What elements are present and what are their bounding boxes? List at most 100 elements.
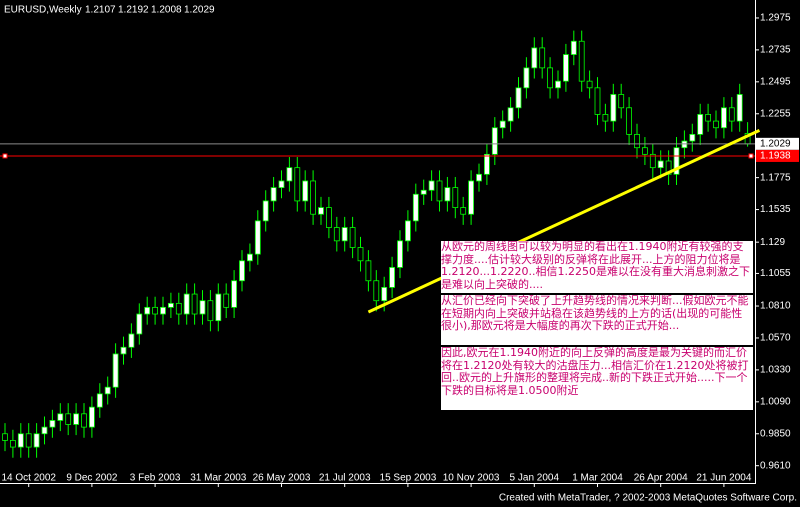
candle-body (681, 140, 688, 149)
candle-body (223, 293, 230, 308)
x-tick-label: 21 Jun 2004 (696, 473, 751, 484)
candle-body (618, 94, 625, 109)
x-tick-label: 5 Jan 2004 (510, 473, 560, 484)
candle-body (499, 120, 506, 129)
candle-body (736, 94, 743, 122)
candle-body (610, 94, 617, 122)
candle-body (294, 167, 301, 202)
candle-body (136, 313, 143, 335)
candle-body (673, 147, 680, 175)
y-tick-label: 1.0570 (760, 333, 791, 344)
candle-body (239, 260, 245, 282)
trendline (367, 129, 761, 314)
price-label-box (756, 137, 799, 150)
candle-body (531, 47, 538, 69)
candle-body (49, 420, 56, 428)
candle-body (404, 220, 411, 242)
level-marker (748, 153, 754, 159)
x-tick-label: 14 Oct 2002 (1, 473, 56, 484)
candle-body (65, 413, 72, 425)
candle-body (602, 114, 609, 122)
candle-body (713, 120, 719, 129)
candle-body (563, 54, 569, 82)
y-tick-label: 1.0330 (760, 365, 791, 376)
x-tick-label: 26 Apr 2004 (634, 473, 688, 484)
candle-body (594, 87, 601, 115)
candle-body (452, 187, 459, 208)
candle-body (302, 180, 309, 202)
candle-body (333, 227, 340, 242)
y-tick-label: 0.9610 (760, 460, 791, 471)
candle-body (705, 114, 711, 122)
candle-body (642, 147, 648, 155)
level-marker (2, 153, 8, 159)
candle-body (491, 127, 498, 155)
y-tick-label: 1.2975 (760, 13, 791, 24)
candle-body (160, 306, 166, 315)
candle-body (128, 333, 135, 348)
x-tick-label: 3 Feb 2003 (130, 473, 181, 484)
y-tick-label: 1.2735 (760, 45, 791, 56)
level-label-box (756, 149, 799, 162)
candle-body (167, 302, 174, 308)
candle-body (507, 107, 514, 122)
candle-body (73, 413, 79, 425)
candle-body (349, 227, 356, 248)
y-tick-label: 1.1535 (760, 204, 791, 215)
candle-body (286, 167, 293, 182)
candle-body (689, 133, 696, 142)
candle-body (728, 107, 735, 122)
candle-body (381, 287, 388, 302)
candle-body (476, 173, 482, 182)
candle-body (175, 302, 182, 315)
candle-body (215, 293, 222, 322)
candle-body (41, 426, 48, 435)
x-tick-label: 10 Nov 2003 (443, 473, 500, 484)
footer: Created with MetaTrader, ? 2002-2003 Met… (499, 493, 797, 504)
candle-body (420, 189, 427, 195)
candle-body (33, 433, 40, 448)
y-tick-label: 1.1775 (760, 172, 791, 183)
candle-body (207, 300, 214, 322)
candle-body (665, 160, 672, 175)
candle-body (25, 433, 32, 448)
y-tick-label: 1.0090 (760, 396, 791, 407)
candle-body (341, 227, 348, 242)
candle-body (318, 207, 324, 215)
header-open: 1.2107 (85, 5, 116, 16)
candle-body (468, 180, 475, 215)
candle-body (152, 306, 159, 315)
candle-body (483, 153, 490, 175)
candle-body (246, 253, 253, 262)
candle-body (191, 293, 198, 315)
header-high: 1.2192 (118, 5, 149, 16)
candle-body (81, 413, 87, 428)
candle-body (357, 247, 364, 262)
x-tick-label: 1 Mar 2004 (572, 473, 623, 484)
candle-body (412, 193, 419, 222)
candle-body (515, 87, 522, 109)
candle-body (2, 433, 8, 441)
x-tick-label: 9 Dec 2002 (66, 473, 118, 484)
candle-body (17, 433, 24, 448)
candle-body (586, 80, 593, 89)
y-tick-label: 1.2255 (760, 108, 791, 119)
y-tick-label: 0.9850 (760, 428, 791, 439)
header-close: 1.2029 (184, 5, 215, 16)
candle-body (397, 240, 403, 268)
candle-body (231, 280, 238, 308)
y-tick-label: 1.1055 (760, 268, 791, 279)
price-label: 1.2029 (760, 138, 791, 149)
x-tick-label: 15 Sep 2003 (380, 473, 437, 484)
candle-body (9, 440, 16, 448)
candle-body (657, 160, 664, 169)
candle-body (199, 300, 206, 315)
candle-body (626, 107, 632, 135)
candle-body (555, 80, 561, 89)
candle-body (57, 413, 64, 421)
candle-body (697, 114, 704, 135)
x-tick-label: 21 Jul 2003 (319, 473, 371, 484)
x-tick-label: 31 Mar 2003 (190, 473, 247, 484)
